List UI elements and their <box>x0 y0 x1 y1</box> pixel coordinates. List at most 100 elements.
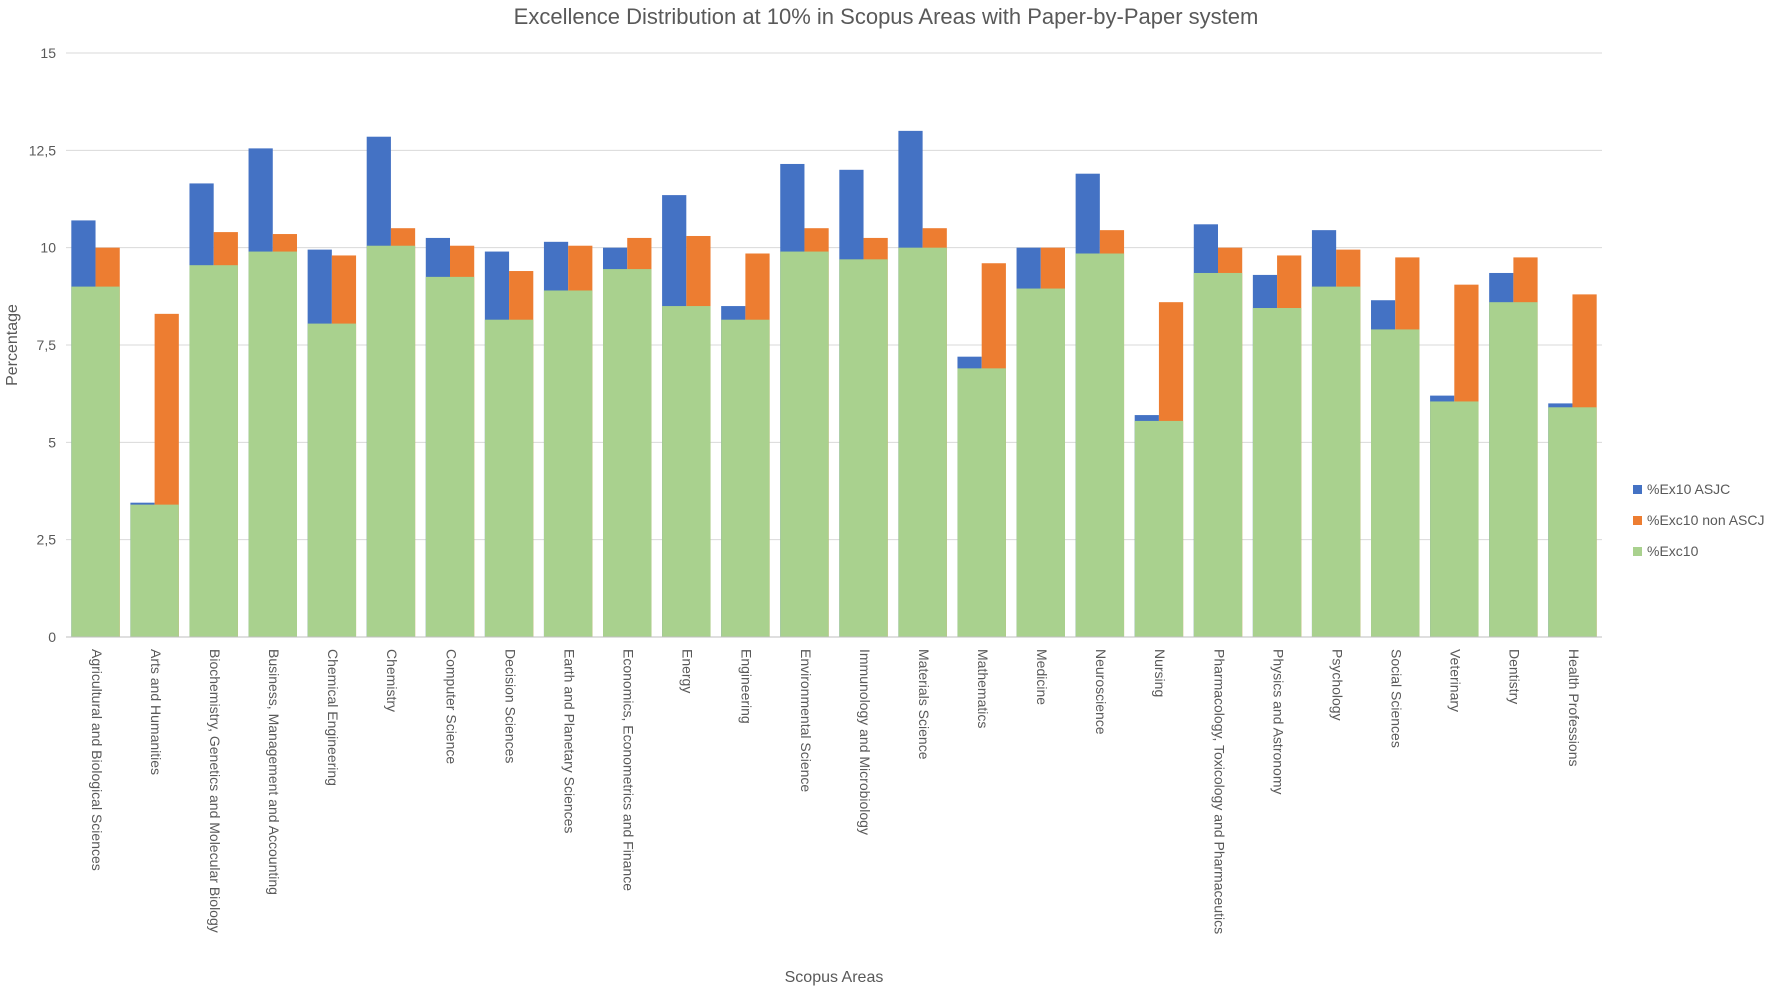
bar-exc10 <box>1371 329 1420 637</box>
bar-group <box>543 241 593 637</box>
bar-exc10 <box>839 259 888 637</box>
x-category-label: Health Professions <box>1566 649 1582 767</box>
bar-exc10 <box>1311 286 1361 637</box>
bar-exc10 <box>1430 401 1479 637</box>
x-category-label: Materials Science <box>916 649 932 760</box>
bar-group <box>1430 284 1479 637</box>
bar-exc10 <box>71 286 120 637</box>
bar-group <box>957 263 1006 637</box>
x-category-label: Mathematics <box>975 649 991 728</box>
legend-item: %Exc10 <box>1633 543 1699 559</box>
bar-exc10 <box>603 269 652 637</box>
x-category-label: Engineering <box>739 649 755 724</box>
y-tick-label: 2,5 <box>37 532 57 548</box>
bar-group <box>1075 173 1125 638</box>
x-category-label: Pharmacology, Toxicology and Pharmaceuti… <box>1211 649 1227 934</box>
x-category-label: Nursing <box>1152 649 1168 697</box>
bar-exc10 <box>721 319 770 637</box>
x-category-label: Arts and Humanities <box>148 649 164 775</box>
legend-item: %Ex10 ASJC <box>1633 481 1730 497</box>
x-axis-category-labels: Agricultural and Biological Sciences Arts… <box>89 649 1582 934</box>
bar-group <box>662 195 711 637</box>
bar-exc10 <box>1075 253 1125 638</box>
x-category-label: Psychology <box>1329 649 1345 721</box>
y-tick-label: 5 <box>48 434 56 450</box>
y-tick-label: 10 <box>40 240 56 256</box>
legend-swatch <box>1633 516 1642 525</box>
bar-group <box>839 169 888 638</box>
chart-title: Excellence Distribution at 10% in Scopus… <box>514 4 1259 29</box>
legend-label: %Exc10 non ASCJ <box>1647 512 1765 528</box>
legend-item: %Exc10 non ASCJ <box>1633 512 1765 528</box>
bar-group <box>1311 230 1361 637</box>
bar-group <box>1252 255 1302 637</box>
bar-group <box>780 163 829 637</box>
bar-group <box>425 237 475 637</box>
bar-group <box>366 136 416 637</box>
x-category-label: Earth and Planetary Sciences <box>561 649 577 833</box>
x-category-label: Chemical Engineering <box>325 649 341 786</box>
bar-exc10 <box>1489 302 1538 637</box>
x-category-label: Medicine <box>1034 649 1050 705</box>
x-category-label: Veterinary <box>1448 649 1464 712</box>
y-axis-ticks: 0 2,5 5 7,5 10 12,5 15 <box>29 45 56 645</box>
x-axis-title: Scopus Areas <box>785 969 884 986</box>
bar-group <box>1016 247 1065 637</box>
bar-exc10 <box>425 276 475 637</box>
bar-group <box>307 249 357 637</box>
bar-group <box>1371 257 1420 637</box>
x-category-label: Computer Science <box>443 649 459 764</box>
bar-group <box>1193 224 1243 637</box>
x-category-label: Agricultural and Biological Sciences <box>89 649 105 871</box>
x-category-label: Biochemistry, Genetics and Molecular Bio… <box>207 649 223 933</box>
bar-exc10 <box>1134 420 1184 637</box>
bar-exc10 <box>189 265 238 637</box>
legend-label: %Exc10 <box>1647 543 1699 559</box>
bar-group <box>484 251 534 637</box>
bar-exc10 <box>366 245 416 637</box>
bar-exc10 <box>248 251 297 637</box>
x-category-label: Immunology and Microbiology <box>857 649 873 835</box>
bar-group <box>130 313 179 637</box>
bar-group <box>248 148 297 638</box>
bar-group <box>603 237 652 637</box>
x-category-label: Dentistry <box>1507 649 1523 704</box>
y-axis-title: Percentage <box>4 304 21 386</box>
x-category-label: Social Sciences <box>1389 649 1405 748</box>
legend-label: %Ex10 ASJC <box>1647 481 1730 497</box>
bar-group <box>189 183 238 638</box>
bar-exc10 <box>898 247 947 637</box>
bar-exc10 <box>484 319 534 637</box>
bar-group <box>1134 302 1184 637</box>
bar-exc10 <box>1252 308 1302 637</box>
x-category-label: Environmental Science <box>798 649 814 792</box>
y-tick-label: 0 <box>48 629 56 645</box>
bar-exc10 <box>307 323 357 637</box>
y-tick-label: 12,5 <box>29 142 56 158</box>
bar-group <box>1489 257 1538 637</box>
bar-exc10 <box>1193 272 1243 637</box>
bar-exc10 <box>1548 407 1597 637</box>
legend-swatch <box>1633 485 1642 494</box>
legend-swatch <box>1633 547 1642 556</box>
bar-exc10 <box>662 306 711 637</box>
y-tick-label: 7,5 <box>37 337 57 353</box>
bar-exc10 <box>543 290 593 637</box>
bar-group <box>71 220 120 637</box>
bar-exc10 <box>780 251 829 637</box>
bar-group <box>1548 294 1597 637</box>
bars <box>71 130 1597 638</box>
x-category-label: Business, Management and Accounting <box>266 649 282 895</box>
x-category-label: Decision Sciences <box>502 649 518 763</box>
y-tick-label: 15 <box>40 45 56 61</box>
bar-exc10 <box>1016 288 1065 637</box>
x-category-label: Economics, Econometrics and Finance <box>621 649 637 891</box>
x-category-label: Chemistry <box>384 649 400 712</box>
legend: %Ex10 ASJC %Exc10 non ASCJ %Exc10 <box>1633 481 1765 559</box>
x-category-label: Neuroscience <box>1093 649 1109 735</box>
x-category-label: Physics and Astronomy <box>1270 649 1286 795</box>
bar-group <box>721 253 770 638</box>
bar-group <box>898 130 947 637</box>
